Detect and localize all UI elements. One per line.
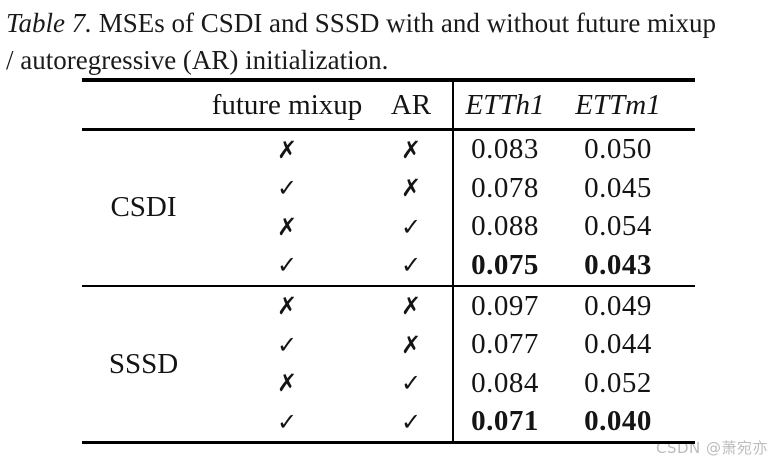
header-future-mixup: future mixup (211, 88, 363, 121)
caption-text-line2: / autoregressive (AR) initialization. (6, 45, 389, 75)
mse-value-best: 0.071 (471, 405, 539, 438)
table-rule-mid (82, 284, 695, 287)
row-spacer (679, 287, 695, 326)
cross-icon: ✗ (276, 292, 298, 321)
check-icon: ✓ (276, 407, 298, 436)
table-caption: Table 7. MSEs of CSDI and SSSD with and … (6, 5, 772, 79)
cross-icon: ✗ (276, 135, 298, 164)
cross-icon: ✗ (400, 330, 422, 359)
mse-value: 0.084 (471, 366, 539, 399)
mse-value-best: 0.075 (471, 248, 539, 281)
model-label-csdi: CSDI (110, 191, 177, 223)
header-spacer (679, 82, 695, 128)
mse-value: 0.049 (584, 289, 652, 322)
cross-icon: ✗ (400, 174, 422, 203)
mse-value: 0.052 (584, 366, 652, 399)
header-model-blank (82, 82, 205, 128)
header-etth1: ETTh1 (465, 88, 545, 121)
row-spacer (679, 169, 695, 208)
row-spacer (679, 403, 695, 442)
table-rule-under-header (82, 128, 695, 131)
check-icon: ✓ (400, 251, 422, 280)
mse-value: 0.088 (471, 210, 539, 243)
mse-value: 0.054 (584, 210, 652, 243)
table-header-row: future mixup AR ETTh1 ETTm1 (82, 82, 695, 128)
check-icon: ✓ (400, 407, 422, 436)
mse-value-best: 0.040 (584, 405, 652, 438)
table-group-csdi: CSDI ✗ ✗ 0.083 0.050 ✓ ✗ 0.078 0.045 ✗ ✓… (82, 131, 695, 285)
check-icon: ✓ (400, 369, 422, 398)
mse-value: 0.097 (471, 289, 539, 322)
caption-text-line1: MSEs of CSDI and SSSD with and without f… (92, 8, 717, 38)
mse-value-best: 0.043 (584, 248, 652, 281)
mse-value: 0.077 (471, 328, 539, 361)
row-spacer (679, 131, 695, 170)
mse-value: 0.078 (471, 171, 539, 204)
cross-icon: ✗ (276, 212, 298, 241)
header-ettm1: ETTm1 (575, 88, 661, 121)
table-vertical-divider (452, 82, 454, 441)
check-icon: ✓ (276, 174, 298, 203)
mse-value: 0.045 (584, 171, 652, 204)
cross-icon: ✗ (276, 369, 298, 398)
row-spacer (679, 246, 695, 285)
row-spacer (679, 208, 695, 247)
check-icon: ✓ (276, 330, 298, 359)
check-icon: ✓ (400, 212, 422, 241)
table-rule-top (82, 78, 695, 82)
csdn-watermark: CSDN @萧宛亦 (656, 439, 769, 457)
mse-value: 0.083 (471, 133, 539, 166)
results-table: future mixup AR ETTh1 ETTm1 CSDI ✗ ✗ 0.0… (82, 78, 695, 444)
mse-value: 0.050 (584, 133, 652, 166)
header-ar: AR (390, 88, 432, 121)
row-spacer (679, 326, 695, 365)
table-rule-bottom (82, 441, 695, 444)
mse-value: 0.044 (584, 328, 652, 361)
row-spacer (679, 364, 695, 403)
table-group-sssd: SSSD ✗ ✗ 0.097 0.049 ✓ ✗ 0.077 0.044 ✗ ✓… (82, 287, 695, 441)
caption-table-number: Table 7. (6, 8, 93, 38)
cross-icon: ✗ (400, 292, 422, 321)
check-icon: ✓ (276, 251, 298, 280)
cross-icon: ✗ (400, 135, 422, 164)
model-label-sssd: SSSD (108, 347, 179, 380)
